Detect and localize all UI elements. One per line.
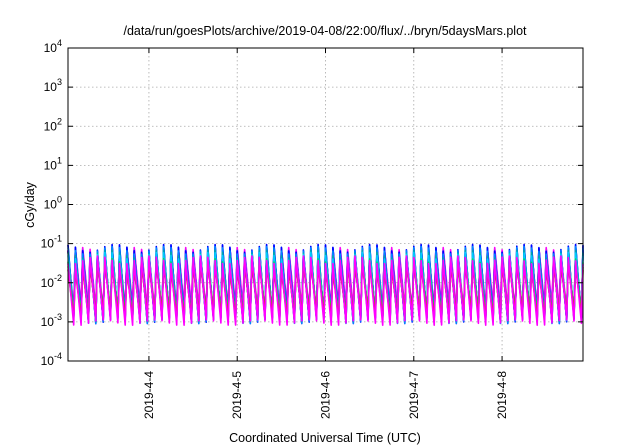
y-tick-label: 10-1 [41,234,62,251]
x-axis-ticks: 2019-4-4 2019-4-5 2019-4-6 2019-4-7 2019-4-8 [142,48,509,419]
y-tick-label: 100 [44,195,62,212]
y-tick-label: 104 [44,38,62,55]
series-group [67,243,584,326]
x-axis-label: Coordinated Universal Time (UTC) [229,431,421,445]
y-tick-label: 103 [44,77,62,94]
y-tick-label: 102 [44,116,62,133]
y-axis-label: cGy/day [23,181,37,228]
x-tick-label: 2019-4-8 [495,371,509,419]
grid [68,48,583,361]
x-tick-label: 2019-4-6 [319,371,333,419]
y-tick-label: 10-3 [41,312,62,329]
y-tick-label: 101 [44,155,62,172]
x-tick-label: 2019-4-4 [142,371,156,419]
series-line [67,255,584,326]
x-tick-label: 2019-4-5 [230,371,244,419]
chart-title: /data/run/goesPlots/archive/2019-04-08/2… [123,24,527,38]
x-tick-label: 2019-4-7 [407,371,421,419]
y-axis-ticks: 10-4 10-3 10-2 10-1 100 101 102 103 104 [41,38,583,368]
y-tick-label: 10-2 [41,273,62,290]
y-tick-label: 10-4 [41,351,62,368]
